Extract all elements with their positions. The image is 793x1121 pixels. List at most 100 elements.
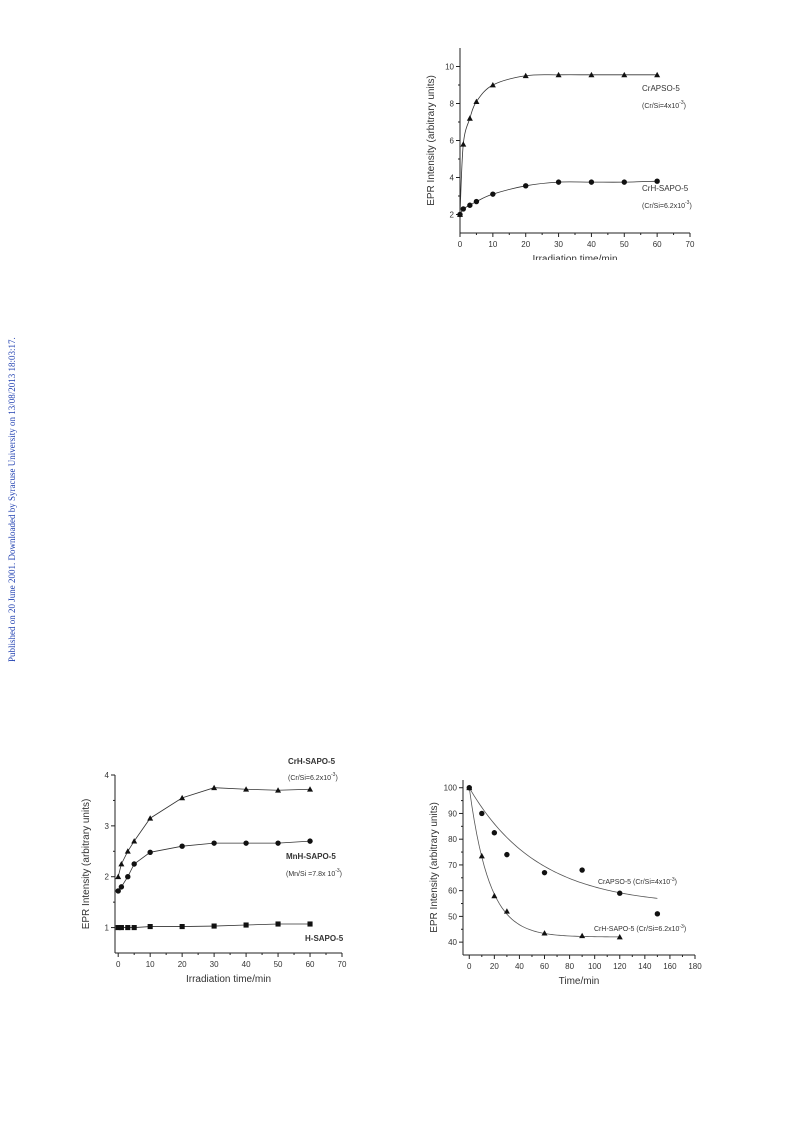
y-axis-label: EPR Intensity (arbitrary units) — [429, 802, 440, 933]
data-point — [275, 840, 281, 846]
data-point — [579, 867, 585, 873]
data-point — [523, 183, 529, 189]
data-point — [491, 892, 498, 899]
data-point — [654, 911, 661, 917]
series-annotation: MnH-SAPO-5 — [286, 852, 336, 861]
series-curve — [459, 180, 658, 215]
annotation-label: CrAPSO-5 — [598, 879, 631, 886]
data-point — [478, 852, 485, 859]
data-point — [124, 848, 131, 854]
y-tick-label: 4 — [450, 174, 455, 183]
chart-cr-epr-growth: 0 10 20 30 40 50 60 70 2 4 6 8 10 Irradiation time/mi… — [426, 48, 695, 260]
x-tick-label: 10 — [488, 240, 497, 249]
annotation-detail-exponent: -3 — [670, 877, 675, 883]
x-tick-label: 20 — [178, 960, 187, 969]
data-point — [115, 925, 121, 931]
data-point — [115, 873, 122, 880]
series-annotation-detail: (Cr/Si=4x10-3) — [642, 100, 686, 110]
series-annotation: CrH-SAPO-5 — [288, 757, 336, 766]
data-point — [179, 924, 185, 930]
series-annotation: CrAPSO-5 — [642, 84, 680, 93]
data-point — [616, 933, 623, 940]
y-axis-label: EPR Intensity (arbitrary units) — [426, 75, 437, 206]
series-annotation-detail: (Mn/Si =7.8x 10-3) — [286, 868, 342, 878]
data-point — [211, 784, 218, 791]
annotation-detail-suffix: ) — [684, 926, 686, 933]
data-point — [125, 925, 131, 931]
data-point — [118, 884, 125, 890]
series-annotation-detail: (Cr/Si=6.2x10-3) — [642, 200, 692, 210]
x-tick-label: 50 — [274, 960, 283, 969]
annotation-detail-suffix: ) — [675, 879, 677, 886]
series-annotation: CrH-SAPO-5 (Cr/Si=6.2x10-3) — [594, 924, 686, 933]
annotation-detail-text: (Cr/Si=4x10 — [631, 879, 670, 886]
x-tick-label: 40 — [515, 962, 524, 971]
data-point — [621, 179, 627, 185]
series-curve — [459, 74, 658, 215]
data-point — [243, 840, 249, 846]
x-tick-label: 140 — [638, 962, 652, 971]
x-tick-label: 70 — [686, 240, 695, 249]
data-point — [243, 786, 250, 792]
y-tick-label: 40 — [448, 938, 457, 947]
data-point — [460, 206, 466, 212]
data-point — [654, 178, 660, 184]
data-point — [457, 211, 463, 218]
data-point — [490, 191, 496, 197]
x-axis-label: Time/min — [559, 976, 600, 987]
x-tick-label: 30 — [210, 960, 219, 969]
data-point — [307, 921, 313, 927]
y-tick-label: 1 — [105, 924, 110, 933]
annotation-detail-text: (Mn/Si =7.8x 10 — [286, 871, 335, 878]
data-point — [489, 82, 496, 88]
data-point — [147, 849, 153, 856]
y-tick-label: 2 — [450, 211, 455, 220]
x-axis-label: Irradiation time/min — [186, 974, 271, 985]
data-point — [621, 71, 628, 78]
x-tick-label: 70 — [338, 960, 347, 969]
y-tick-label: 100 — [444, 784, 458, 793]
data-point — [491, 830, 498, 836]
data-point — [243, 922, 249, 928]
annotation-detail-exponent: -3 — [679, 924, 684, 930]
y-tick-label: 90 — [448, 809, 457, 818]
x-tick-label: 50 — [620, 240, 629, 249]
data-point — [179, 794, 186, 801]
data-point — [131, 861, 137, 867]
x-tick-label: 60 — [653, 240, 662, 249]
data-point — [118, 861, 125, 867]
data-point — [131, 838, 138, 844]
chart-sapo-epr-growth: 0 10 20 30 40 50 60 70 1 2 3 4 Irradiation time/min E… — [81, 757, 347, 985]
x-tick-label: 100 — [588, 962, 602, 971]
data-point — [504, 851, 510, 858]
data-point — [466, 784, 473, 791]
data-point — [131, 925, 137, 931]
data-point — [307, 838, 313, 844]
x-tick-label: 80 — [565, 962, 574, 971]
data-point — [179, 843, 185, 849]
y-tick-label: 2 — [105, 873, 110, 882]
annotation-detail-suffix: ) — [340, 871, 342, 878]
data-point — [654, 71, 661, 78]
fit-curve — [468, 787, 620, 938]
annotation-detail-text: (Cr/Si=6.2x10 — [634, 926, 679, 933]
data-point — [211, 840, 217, 846]
data-point — [307, 786, 314, 792]
y-tick-label: 50 — [448, 912, 457, 921]
data-point — [541, 930, 548, 936]
data-point — [555, 179, 562, 185]
y-axis-label: EPR Intensity (arbitrary units) — [81, 799, 92, 930]
x-tick-label: 0 — [458, 240, 463, 249]
series-annotation: CrH-SAPO-5 — [642, 184, 689, 193]
y-tick-label: 80 — [448, 835, 457, 844]
data-point — [460, 141, 467, 147]
series-annotation: H-SAPO-5 — [305, 934, 344, 943]
data-point — [473, 198, 480, 205]
series-line — [118, 923, 311, 928]
annotation-detail-suffix: ) — [689, 203, 691, 210]
annotation-label: CrH-SAPO-5 — [594, 926, 635, 933]
x-tick-label: 40 — [587, 240, 596, 249]
data-point — [579, 932, 586, 939]
annotation-detail-exponent: -3 — [685, 200, 690, 206]
data-point — [588, 179, 595, 185]
